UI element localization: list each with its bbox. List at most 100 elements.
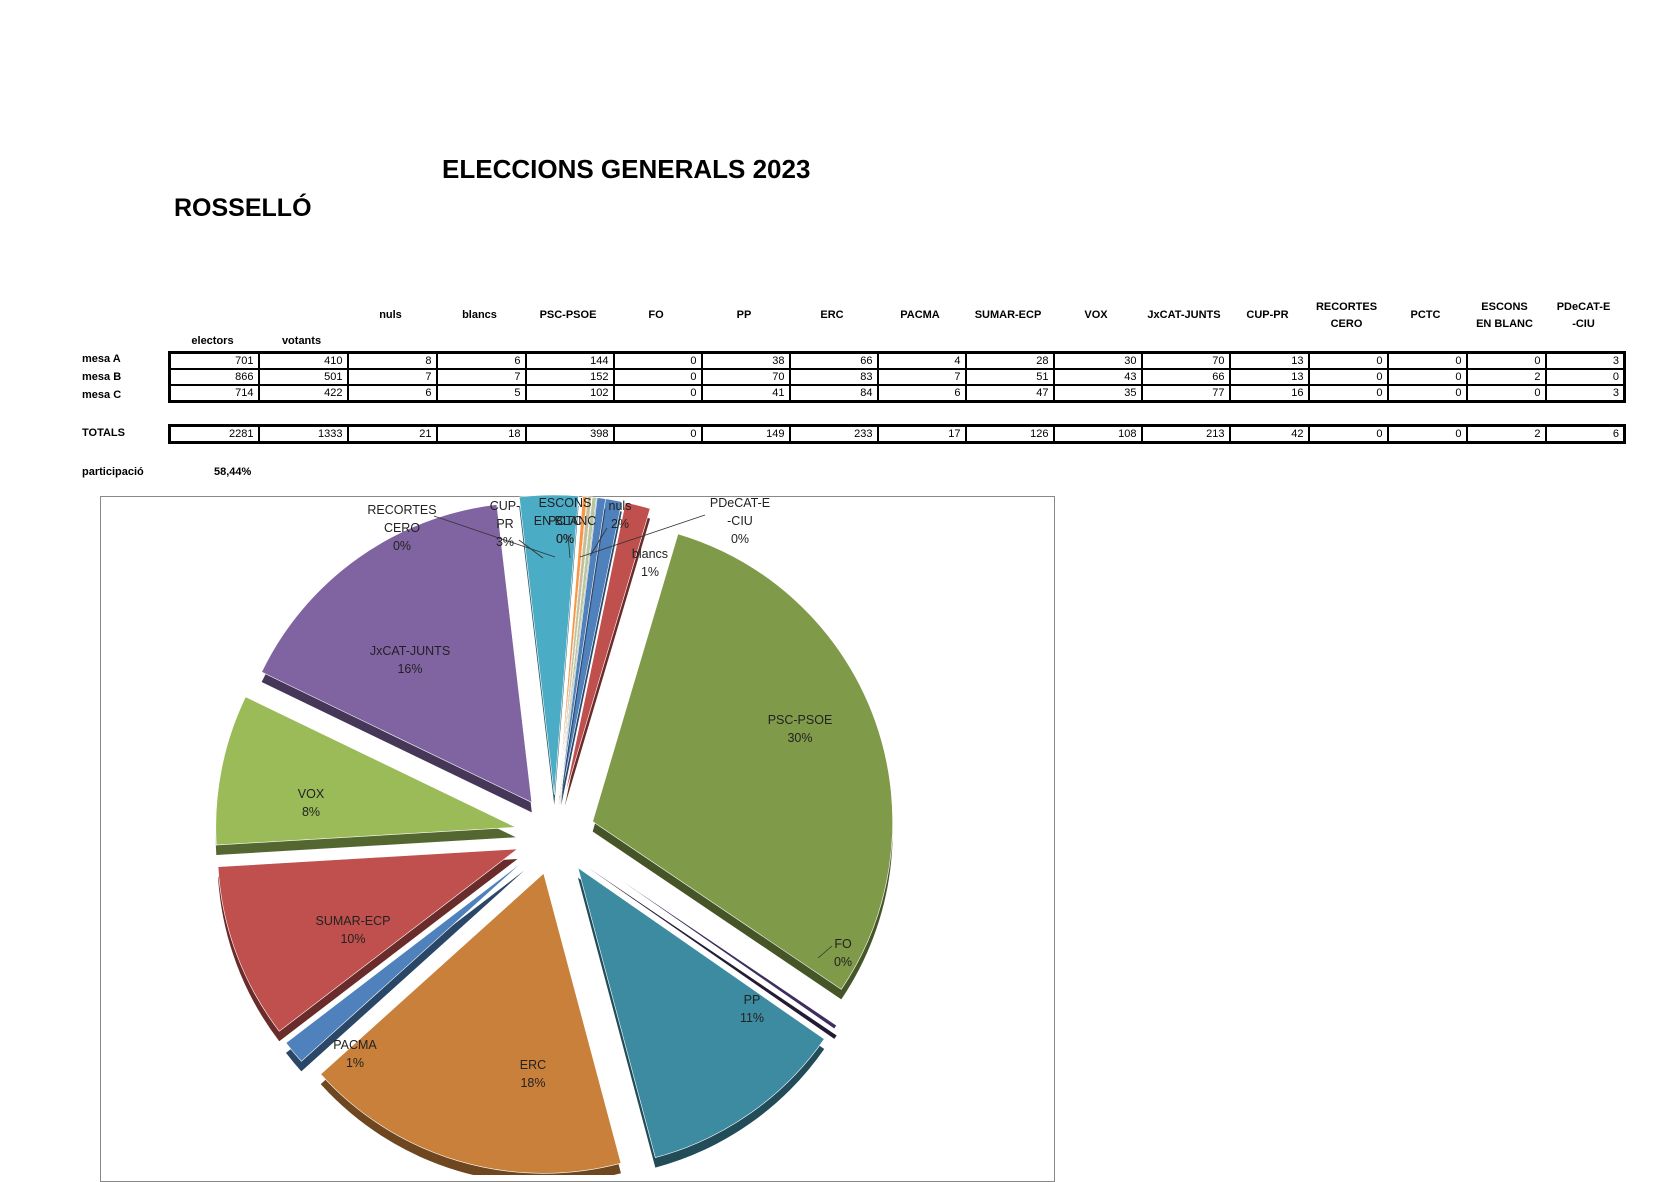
slice-label-line: 16% [397, 662, 422, 676]
table-cell: 18 [435, 424, 527, 444]
column-header: CUP-PR [1228, 307, 1307, 324]
table-cell: 6 [1544, 424, 1626, 444]
slice-label-line: -CIU [727, 514, 753, 528]
slice-label: PSC-PSOE 30% [768, 713, 833, 745]
table-cell: 213 [1140, 424, 1231, 444]
table-cell: 2 [1465, 368, 1547, 386]
slice-label-line: 11% [740, 1011, 764, 1025]
table-cell: 102 [524, 384, 615, 403]
column-header-line: VOX [1084, 309, 1108, 321]
table-cell: 7 [346, 368, 438, 386]
pie-slice-side [561, 507, 622, 806]
pie-slice [559, 496, 597, 796]
table-cell: 47 [964, 384, 1055, 403]
slice-label: ERC 18% [520, 1058, 546, 1090]
slice-label: PP 11% [740, 993, 764, 1025]
slice-label: RECORTES CERO 0% [367, 503, 436, 553]
table-cell: 0 [612, 384, 703, 403]
pie-slice [215, 696, 517, 846]
totals-table: 2281 1333 21 18 398 0 149 233 17 126 108 213 42 0 0 2 6 [168, 424, 1626, 444]
row-label: mesa B [82, 371, 122, 383]
slice-label-line: blancs [632, 547, 668, 561]
slice-label-line: ESCONS [539, 496, 592, 510]
table-row: 2281 1333 21 18 398 0 149 233 17 126 108 213 42 0 0 2 6 [168, 424, 1626, 444]
table-cell: 16 [1228, 384, 1310, 403]
participation-value: 58,44% [214, 466, 252, 478]
slice-label-line: 0% [556, 532, 574, 546]
table-cell: 0 [1465, 384, 1547, 403]
header-votants: votants [281, 335, 322, 347]
leader-line [567, 534, 571, 559]
leader-line [579, 514, 706, 558]
column-header: PDeCAT-E -CIU [1544, 299, 1623, 333]
column-header: ERC [788, 307, 876, 324]
column-header-line: EN BLANC [1476, 318, 1533, 330]
slice-label-line: CUP- [490, 499, 521, 513]
column-header: RECORTES CERO [1307, 299, 1386, 333]
column-header-line: FO [648, 309, 664, 321]
slice-label: PDeCAT-E -CIU 0% [710, 496, 770, 546]
table-cell: 398 [524, 424, 615, 444]
pie-slice-side [560, 507, 606, 806]
table-row: 866 501 7 7 152 0 70 83 7 51 43 66 13 0 0 2 0 [168, 368, 1626, 386]
table-cell: 6 [876, 384, 967, 403]
column-header-line: PSC-PSOE [539, 309, 597, 321]
column-header-line: ESCONS [1481, 301, 1528, 313]
slice-label-line: 0% [834, 955, 852, 969]
column-header: nuls [346, 307, 435, 324]
slice-label-line: 1% [641, 565, 659, 579]
table-cell: 422 [257, 384, 349, 403]
table-cell: 35 [1052, 384, 1143, 403]
slice-label: PACMA 1% [333, 1038, 377, 1070]
slice-label: FO 0% [834, 937, 852, 969]
table-cell: 126 [964, 424, 1055, 444]
slice-label-line: JxCAT-JUNTS [370, 644, 450, 658]
pie-slice [320, 872, 622, 1174]
slice-label-line: 0% [393, 539, 411, 553]
column-header: PCTC [1386, 307, 1465, 324]
table-cell: 1333 [257, 424, 349, 444]
table-cell: 0 [1307, 424, 1389, 444]
slice-label-line: nuls [609, 499, 632, 513]
column-header: VOX [1052, 307, 1140, 324]
column-header: PSC-PSOE [524, 307, 612, 324]
pie-slice [592, 533, 893, 990]
table-cell: 30 [1052, 351, 1143, 370]
table-cell: 43 [1052, 368, 1143, 386]
column-header-line: SUMAR-ECP [974, 309, 1042, 321]
row-label: mesa C [82, 389, 122, 401]
slice-label-line: PR [496, 517, 513, 531]
table-cell: 66 [1140, 368, 1231, 386]
pie-slice [558, 496, 593, 796]
table-cell: 6 [346, 384, 438, 403]
table-row: 701 410 8 6 144 0 38 66 4 28 30 70 13 0 0 0 3 [168, 351, 1626, 370]
table-row: 714 422 6 5 102 0 41 84 6 47 35 77 16 0 0 0 3 [168, 384, 1626, 403]
column-header: SUMAR-ECP [964, 307, 1052, 324]
table-cell: 13 [1228, 368, 1310, 386]
table-cell: 0 [1386, 384, 1468, 403]
table-cell: 2281 [168, 424, 260, 444]
table-cell: 714 [168, 384, 260, 403]
table-cell: 3 [1544, 384, 1626, 403]
column-header: PACMA [876, 307, 964, 324]
table-cell: 84 [788, 384, 879, 403]
pie-slice [261, 504, 533, 803]
header-electors: electors [191, 335, 234, 347]
table-cell: 0 [1386, 424, 1468, 444]
table-cell: 108 [1052, 424, 1143, 444]
slice-label: PCTC 0% [548, 514, 582, 546]
column-header-line: ERC [820, 309, 844, 321]
leader-line [589, 527, 608, 557]
column-header: ESCONS EN BLANC [1465, 299, 1544, 333]
column-header-line: blancs [462, 309, 497, 321]
column-header-line: nuls [379, 309, 402, 321]
column-header-line: JxCAT-JUNTS [1147, 309, 1221, 321]
slice-label: SUMAR-ECP 10% [315, 914, 390, 946]
slice-label-line: PCTC [548, 514, 582, 528]
place-name: ROSSELLÓ [174, 194, 312, 222]
slice-label-line: 1% [346, 1056, 364, 1070]
column-header: JxCAT-JUNTS [1140, 307, 1228, 324]
table-cell: 866 [168, 368, 260, 386]
table-cell: 233 [788, 424, 879, 444]
